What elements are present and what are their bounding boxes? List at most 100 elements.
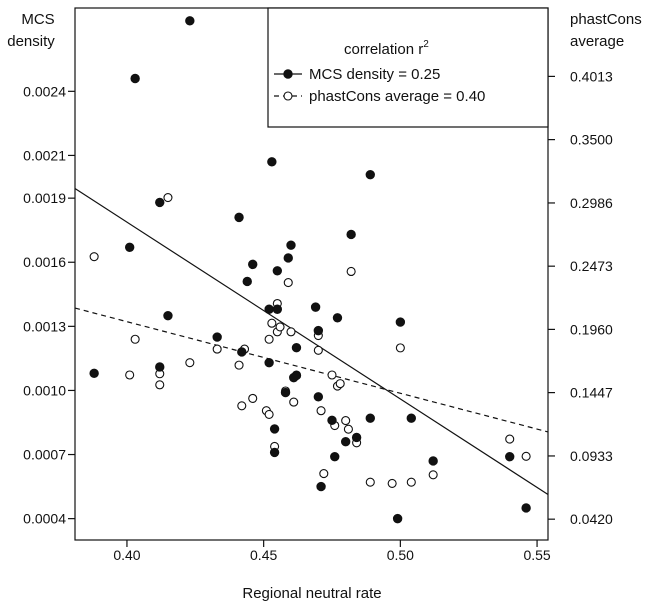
- phastcons-point: [237, 401, 247, 411]
- mcs-density-point: [264, 304, 274, 314]
- mcs-density-point: [212, 332, 222, 342]
- mcs-density-point: [237, 347, 247, 357]
- y-right-tick-label: 0.2986: [570, 195, 613, 211]
- mcs-density-point: [346, 229, 356, 240]
- mcs-density-point: [316, 481, 326, 492]
- mcs-density-point: [267, 157, 277, 167]
- legend-entry-phastcons: phastCons average = 0.40: [309, 88, 485, 105]
- phastcons-point: [521, 451, 531, 461]
- mcs-density-point: [365, 413, 375, 423]
- mcs-density-point: [163, 310, 173, 321]
- legend-title-text: correlation r: [344, 41, 423, 58]
- phastcons-point: [283, 278, 293, 288]
- mcs-density-point: [155, 197, 165, 208]
- phastcons-point: [365, 477, 375, 487]
- y-right-tick-label: 0.0420: [570, 511, 613, 527]
- y-left-tick-label: 0.0010: [23, 382, 66, 398]
- mcs-density-point: [313, 325, 324, 336]
- phastcons-point: [125, 370, 135, 380]
- phastcons-point: [406, 477, 416, 487]
- phastcons-point: [264, 334, 274, 344]
- phastcons-point: [313, 345, 323, 355]
- legend-title: correlation r2: [344, 39, 429, 58]
- mcs-density-point: [310, 302, 321, 312]
- phastcons-point: [341, 416, 351, 426]
- phastcons-point: [185, 358, 195, 368]
- y-right-tick-label: 0.0933: [570, 448, 613, 464]
- y-axis-left: 0.0004 0.0007 0.0010 0.0013 0.0016 0.0019 0.00…: [23, 83, 75, 527]
- y-right-tick-label: 0.1447: [570, 385, 613, 401]
- mcs-density-point: [248, 259, 258, 270]
- y-right-tick-label: 0.1960: [570, 321, 613, 337]
- mcs-density-point: [185, 16, 195, 26]
- mcs-density-point: [264, 357, 274, 368]
- mcs-density-point: [406, 413, 416, 423]
- y-left-tick-label: 0.0024: [23, 83, 66, 99]
- mcs-density-point: [365, 169, 375, 180]
- mcs-density-point: [505, 451, 515, 462]
- mcs-density-point: [283, 253, 293, 263]
- mcs-density-point: [327, 415, 337, 426]
- y-axis-left-title-line1: MCS: [21, 11, 54, 28]
- mcs-density-point: [332, 313, 343, 323]
- phastcons-point: [234, 360, 244, 370]
- mcs-density-point: [395, 317, 406, 327]
- mcs-density-point: [291, 370, 302, 381]
- phastcons-point: [319, 469, 329, 479]
- legend-marker-phastcons: [283, 91, 293, 101]
- y-axis-right-title-line1: phastCons: [570, 11, 642, 28]
- trend-line-mcs: [74, 188, 549, 495]
- phastcons-point: [346, 266, 356, 277]
- phastcons-point: [343, 424, 353, 434]
- mcs-density-point: [89, 368, 99, 379]
- legend-box: [267, 7, 549, 128]
- phastcons-point: [505, 434, 515, 444]
- y-axis-left-title-line2: density: [7, 33, 55, 50]
- phastcons-point: [286, 327, 296, 337]
- legend-title-superscript: 2: [423, 39, 429, 50]
- mcs-density-point: [330, 451, 340, 462]
- mcs-density-point: [234, 212, 244, 223]
- legend-marker-mcs: [283, 69, 293, 79]
- mcs-density-point: [392, 513, 403, 524]
- y-left-tick-label: 0.0004: [23, 511, 66, 527]
- y-right-tick-label: 0.4013: [570, 68, 613, 84]
- y-left-tick-label: 0.0019: [23, 190, 66, 206]
- data-points: [89, 16, 531, 524]
- phastcons-point: [267, 318, 277, 328]
- y-axis-right: 0.0420 0.0933 0.1447 0.1960 0.2473 0.2986 0.35…: [548, 68, 613, 527]
- phastcons-point: [335, 379, 345, 389]
- mcs-density-point: [291, 343, 302, 353]
- trend-line-phastcons: [74, 307, 549, 433]
- phastcons-point: [212, 344, 222, 354]
- x-axis: 0.40 0.45 0.50 0.55: [113, 540, 551, 563]
- phastcons-point: [316, 406, 326, 416]
- mcs-density-point: [130, 73, 140, 84]
- y-left-tick-label: 0.0007: [23, 447, 66, 463]
- mcs-density-point: [521, 503, 531, 513]
- phastcons-point: [248, 393, 258, 403]
- mcs-density-point: [124, 242, 135, 252]
- mcs-density-point: [313, 392, 324, 402]
- mcs-density-point: [351, 432, 362, 443]
- y-left-tick-label: 0.0021: [23, 147, 66, 163]
- phastcons-point: [387, 478, 397, 488]
- mcs-density-point: [269, 424, 280, 434]
- x-tick-label: 0.55: [523, 547, 550, 563]
- x-tick-label: 0.40: [113, 547, 140, 563]
- x-axis-title: Regional neutral rate: [242, 585, 381, 602]
- phastcons-point: [327, 370, 337, 380]
- trend-lines: [74, 188, 549, 495]
- mcs-density-point: [340, 437, 351, 447]
- mcs-density-point: [272, 266, 283, 276]
- x-tick-label: 0.45: [250, 547, 277, 563]
- mcs-density-point: [242, 276, 252, 287]
- phastcons-point: [163, 192, 173, 203]
- phastcons-point: [428, 470, 438, 480]
- phastcons-point: [289, 397, 299, 407]
- phastcons-point: [264, 409, 274, 419]
- phastcons-point: [130, 334, 140, 344]
- y-left-tick-label: 0.0013: [23, 318, 66, 334]
- x-tick-label: 0.50: [387, 547, 414, 563]
